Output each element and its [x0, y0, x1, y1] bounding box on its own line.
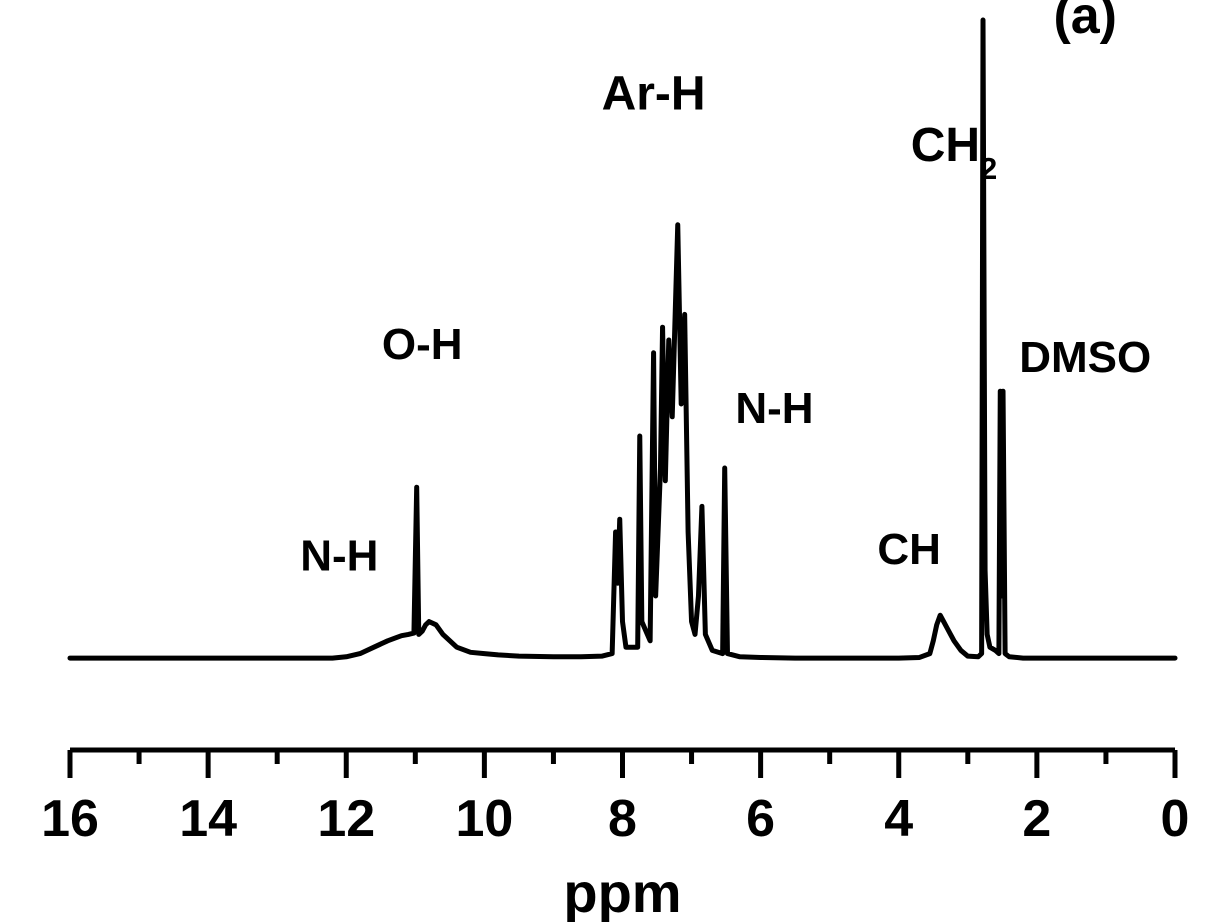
nmr-chart: 1614121086420ppmN-HO-HAr-HN-HCHCH2DMSO(a…: [0, 0, 1223, 922]
peak-label: O-H: [382, 320, 463, 369]
panel-label: (a): [1053, 0, 1117, 45]
nmr-svg: 1614121086420ppmN-HO-HAr-HN-HCHCH2DMSO(a…: [0, 0, 1223, 922]
peak-label: DMSO: [1019, 333, 1151, 382]
peak-label: Ar-H: [602, 68, 706, 121]
x-tick-label: 16: [41, 790, 99, 848]
x-axis-label: ppm: [563, 861, 681, 922]
x-tick-label: 6: [746, 790, 775, 848]
x-tick-label: 14: [179, 790, 237, 848]
peak-label: CH: [877, 525, 941, 574]
peak-label: N-H: [300, 531, 378, 580]
x-tick-label: 12: [317, 790, 375, 848]
x-tick-label: 10: [455, 790, 513, 848]
x-tick-label: 4: [884, 790, 913, 848]
peak-label: N-H: [735, 384, 813, 433]
x-tick-label: 8: [608, 790, 637, 848]
x-tick-label: 2: [1022, 790, 1051, 848]
x-tick-label: 0: [1161, 790, 1190, 848]
